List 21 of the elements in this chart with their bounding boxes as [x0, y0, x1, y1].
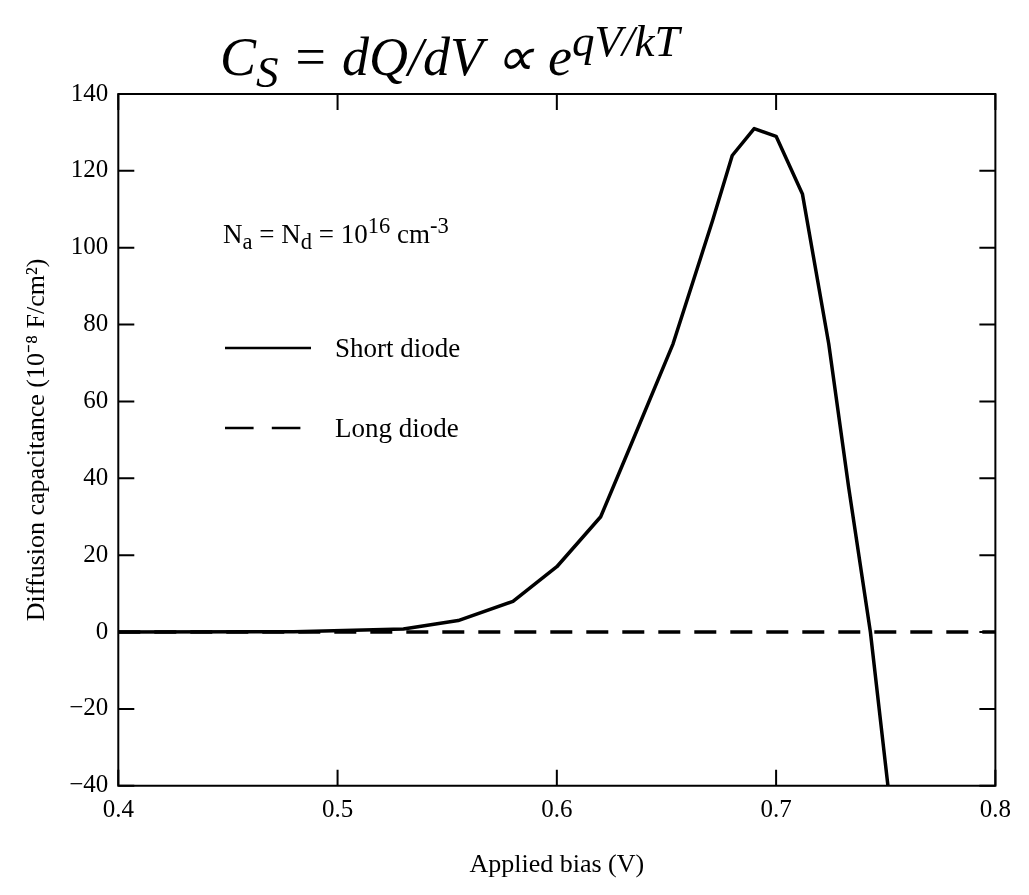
y-tick-label: 0 — [95, 616, 109, 644]
x-tick-label: 0.7 — [760, 795, 792, 823]
x-tick-label: 0.4 — [102, 795, 135, 823]
y-tick-label: 100 — [70, 232, 109, 260]
x-tick-label: 0.6 — [541, 795, 573, 823]
y-tick-label: 120 — [70, 155, 109, 183]
y-tick-label: 20 — [83, 539, 109, 567]
chart-title: C$_{S}$ = dQ/dV ∝ e$^{qV/kT}$ — [219, 15, 683, 99]
y-tick-label: 40 — [83, 462, 109, 490]
y-tick-label: −40 — [69, 770, 109, 798]
legend-label: Long diode — [335, 412, 459, 444]
x-tick-label: 0.5 — [321, 795, 354, 823]
y-axis-title: Diffusion capacitance (10⁻⁸ F/cm²) — [21, 258, 51, 622]
x-axis-title: Applied bias (V) — [469, 849, 645, 879]
y-tick-label: −20 — [69, 693, 109, 721]
y-tick-label: 80 — [83, 309, 109, 337]
y-tick-label: 140 — [70, 78, 109, 106]
y-tick-label: 60 — [83, 386, 109, 414]
x-tick-label: 0.8 — [979, 795, 1011, 823]
annotation: N$_{a}$ = N$_{d}$ = 10$^{16}$ cm$^{-3}$ — [223, 213, 449, 256]
legend-label: Short diode — [335, 332, 461, 364]
